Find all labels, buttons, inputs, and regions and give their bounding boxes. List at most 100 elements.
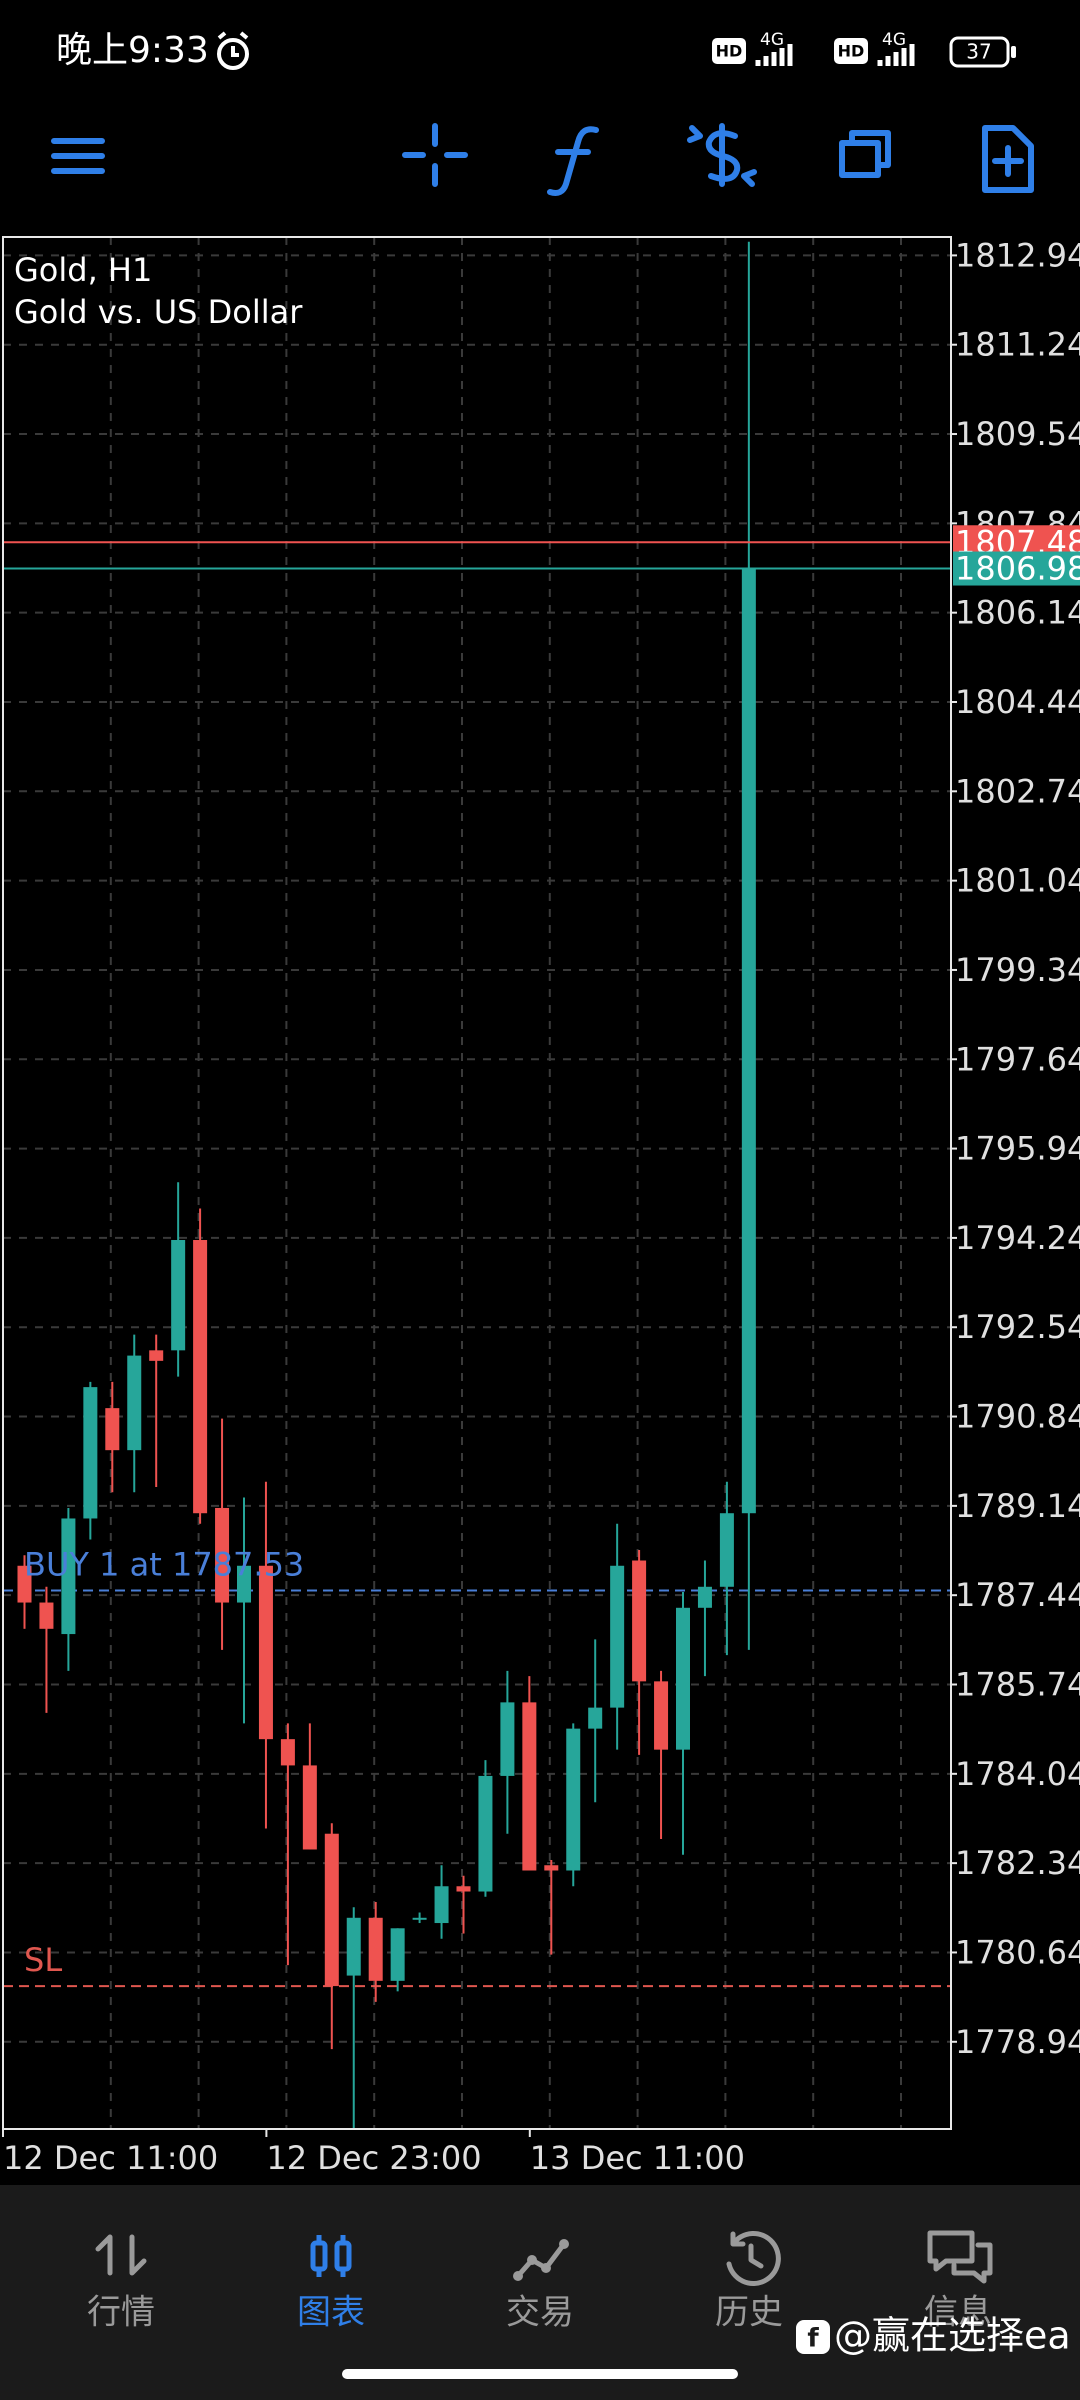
candle-body: [544, 1865, 559, 1871]
annotation-label: BUY 1 at 1787.53: [24, 1545, 304, 1583]
net-label: 4G: [882, 30, 906, 50]
crosshair-button[interactable]: [402, 123, 468, 187]
candle-body: [171, 1240, 186, 1351]
candle-body: [697, 1586, 712, 1608]
watermark-text: @赢在选择ea: [834, 2314, 1071, 2358]
candle-body: [741, 568, 756, 1514]
indicator-button[interactable]: [547, 126, 599, 196]
candle-body: [500, 1702, 515, 1776]
candle-body: [83, 1387, 98, 1519]
candle-body: [478, 1775, 493, 1892]
nav-label[interactable]: 行情: [87, 2293, 155, 2333]
toolbar: [51, 123, 1034, 196]
chart: 1812.941811.241809.541807.841806.141804.…: [2, 236, 1080, 2177]
y-tick-label: 1780.64: [955, 1933, 1080, 1971]
candle-body: [566, 1728, 581, 1871]
chart-frame: [2, 236, 952, 2130]
candle-body: [17, 1565, 32, 1603]
bid-label: 1806.98: [955, 550, 1080, 588]
nav-label[interactable]: 信息: [924, 2293, 992, 2333]
watermark: f @赢在选择ea: [796, 2314, 1071, 2358]
watermark-icon-letter: f: [807, 2324, 819, 2354]
y-tick-label: 1806.14: [955, 594, 1080, 632]
chart-icon: [310, 2235, 352, 2277]
home-indicator: [342, 2369, 738, 2379]
y-tick-label: 1795.94: [955, 1130, 1080, 1168]
candle-body: [434, 1886, 449, 1924]
y-tick-label: 1801.04: [955, 862, 1080, 900]
candle-body: [632, 1560, 647, 1682]
signal-bars: [755, 44, 793, 66]
candle-body: [412, 1917, 427, 1920]
hd-label: HD: [716, 42, 743, 61]
candle-body: [149, 1350, 164, 1361]
candle-body: [522, 1702, 537, 1871]
candle-body: [237, 1565, 251, 1603]
messages-icon: [927, 2230, 993, 2284]
bid-box: [953, 551, 1080, 586]
battery-tip: [1011, 46, 1016, 58]
nav-label[interactable]: 历史: [715, 2293, 783, 2333]
battery-icon: [949, 36, 1010, 68]
windows-button[interactable]: [839, 130, 891, 178]
candle-body: [324, 1833, 339, 1987]
candle-body: [390, 1928, 405, 1981]
y-tick-label: 1790.84: [955, 1398, 1080, 1436]
nav-items: 行情 图表 交易 历史 信息: [87, 2230, 993, 2333]
menu-button[interactable]: [51, 138, 105, 174]
battery-level: 37: [966, 40, 991, 64]
nav-label[interactable]: 交易: [506, 2293, 574, 2333]
candle-body: [215, 1507, 230, 1603]
hd-badge: [712, 38, 746, 64]
candle-body: [105, 1408, 120, 1451]
x-tick-label: 12 Dec 11:00: [3, 2139, 218, 2177]
candle-body: [719, 1513, 734, 1587]
status-time: 晚上9:33: [56, 30, 209, 71]
y-tick-label: 1789.14: [955, 1487, 1080, 1525]
y-tick-label: 1812.94: [955, 236, 1080, 274]
y-tick-label: 1802.74: [955, 772, 1080, 810]
y-tick-label: 1804.44: [955, 683, 1080, 721]
candle-body: [676, 1607, 690, 1750]
candle-body: [61, 1518, 76, 1635]
bottom-nav: [0, 2185, 1080, 2400]
watermark-icon: [796, 2320, 830, 2354]
y-tick-label: 1792.54: [955, 1308, 1080, 1346]
candle-body: [456, 1886, 471, 1892]
chart-title: Gold, H1: [14, 251, 152, 289]
candle-body: [280, 1739, 295, 1766]
y-tick-label: 1794.24: [955, 1219, 1080, 1257]
net-label: 4G: [760, 30, 784, 50]
hd-label: HD: [838, 42, 865, 61]
signal-icons: HD 4G HD 4G 37: [712, 30, 1016, 68]
candle-body: [346, 1917, 361, 1976]
candle-body: [302, 1765, 317, 1850]
candle-body: [127, 1355, 142, 1451]
candle-body: [39, 1602, 54, 1629]
y-tick-label: 1784.04: [955, 1755, 1080, 1793]
candle-body: [654, 1681, 669, 1750]
signal-bars: [877, 44, 915, 66]
hd-badge: [834, 38, 868, 64]
candle-body: [588, 1707, 603, 1729]
chart-subtitle: Gold vs. US Dollar: [14, 293, 303, 331]
candle-body: [193, 1240, 208, 1514]
y-tick-label: 1809.54: [955, 415, 1080, 453]
new-order-button[interactable]: [982, 125, 1034, 193]
plot-area: [3, 237, 951, 2129]
candle-body: [610, 1565, 625, 1708]
x-tick-label: 12 Dec 23:00: [266, 2139, 481, 2177]
y-tick-label: 1785.74: [955, 1666, 1080, 1704]
symbol-button[interactable]: [687, 123, 757, 187]
y-tick-label: 1811.24: [955, 326, 1080, 364]
y-tick-label: 1799.34: [955, 951, 1080, 989]
x-tick-label: 13 Dec 11:00: [530, 2139, 745, 2177]
annotation-label: SL: [24, 1941, 62, 1979]
y-tick-label: 1797.64: [955, 1040, 1080, 1078]
nav-label[interactable]: 图表: [297, 2293, 365, 2333]
y-tick-label: 1778.94: [955, 2023, 1080, 2061]
